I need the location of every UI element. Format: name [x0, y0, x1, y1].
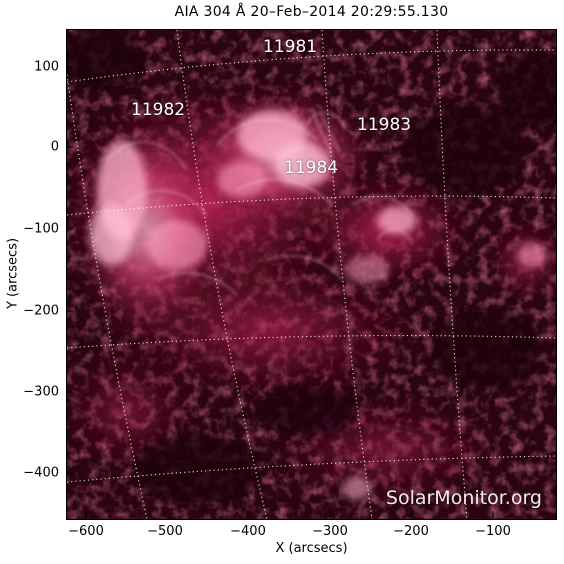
plot-frame [66, 29, 557, 520]
watermark: SolarMonitor.org [385, 487, 542, 509]
x-tick-label: −100 [475, 524, 511, 539]
heliographic-grid [67, 30, 556, 519]
y-tick-label: 0 [50, 139, 59, 155]
x-axis-label: X (arcsecs) [275, 541, 348, 556]
sun-304-image [67, 30, 556, 519]
region-label: 11981 [263, 37, 318, 57]
region-label: 11982 [131, 100, 186, 120]
x-tick-label: −400 [230, 524, 266, 539]
region-label: 11983 [357, 115, 412, 135]
y-axis-label: Y (arcsecs) [5, 237, 21, 310]
y-tick-label: −400 [23, 465, 59, 481]
y-tick-label: 100 [34, 59, 59, 75]
x-tick-label: −500 [147, 524, 183, 539]
image-title: AIA 304 Å 20–Feb–2014 20:29:55.130 [174, 4, 449, 20]
solar-image-panel: 11981 11982 11983 11984 SolarMonitor.org [67, 30, 556, 519]
y-tick-label: −100 [23, 221, 59, 237]
y-tick-label: −300 [23, 384, 59, 400]
x-tick-label: −200 [393, 524, 429, 539]
x-tick-label: −300 [312, 524, 348, 539]
y-tick-label: −200 [23, 303, 59, 319]
x-tick-label: −600 [68, 524, 104, 539]
region-label: 11984 [284, 158, 339, 178]
